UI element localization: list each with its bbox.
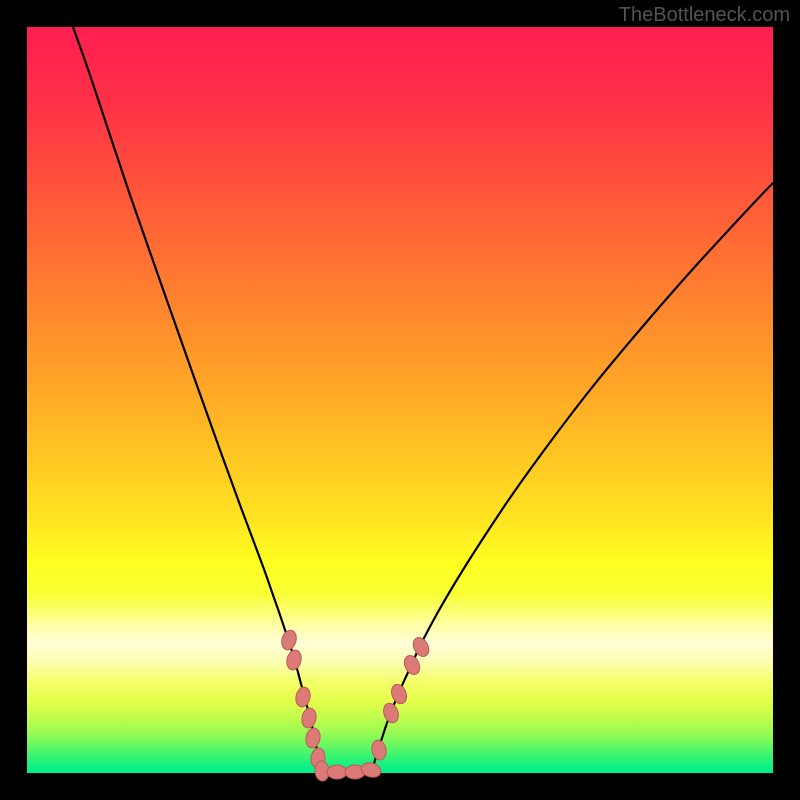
bead (370, 739, 388, 761)
plot-area (27, 27, 773, 773)
watermark-text: TheBottleneck.com (619, 4, 790, 27)
chart-svg (0, 0, 800, 800)
bead (389, 682, 409, 706)
bead-group (280, 628, 432, 781)
right-curve (372, 183, 773, 772)
bead (327, 765, 347, 779)
bead (294, 686, 312, 708)
bead (285, 649, 303, 672)
bead (381, 701, 401, 725)
bead (300, 707, 318, 729)
bead (280, 628, 299, 651)
left-curve (73, 27, 321, 772)
bead (401, 653, 422, 677)
bead (410, 635, 432, 659)
bead (304, 727, 321, 749)
